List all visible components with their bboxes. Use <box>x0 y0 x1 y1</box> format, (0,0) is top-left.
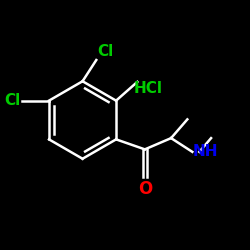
Text: O: O <box>138 180 152 198</box>
Text: NH: NH <box>193 144 218 159</box>
Text: Cl: Cl <box>98 44 114 59</box>
Text: Cl: Cl <box>4 93 20 108</box>
Text: HCl: HCl <box>134 81 163 96</box>
